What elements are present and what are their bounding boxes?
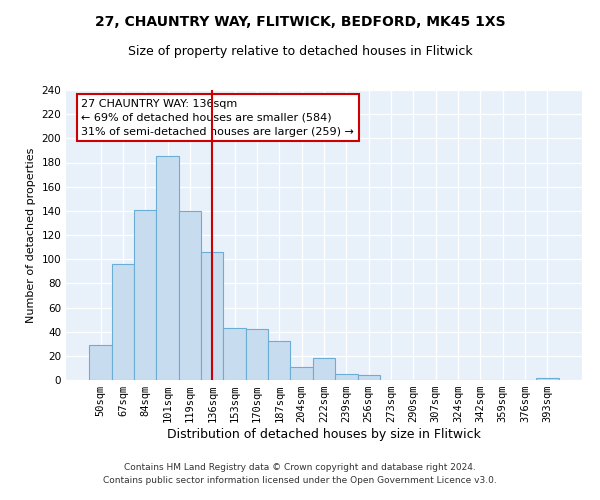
Bar xyxy=(112,264,134,380)
Bar xyxy=(290,366,313,380)
Bar xyxy=(134,210,157,380)
Bar xyxy=(335,374,358,380)
Bar xyxy=(358,375,380,380)
Bar xyxy=(536,378,559,380)
Bar xyxy=(268,342,290,380)
X-axis label: Distribution of detached houses by size in Flitwick: Distribution of detached houses by size … xyxy=(167,428,481,441)
Bar xyxy=(313,358,335,380)
Bar xyxy=(179,211,201,380)
Y-axis label: Number of detached properties: Number of detached properties xyxy=(26,148,36,322)
Bar xyxy=(223,328,246,380)
Text: Size of property relative to detached houses in Flitwick: Size of property relative to detached ho… xyxy=(128,45,472,58)
Text: 27 CHAUNTRY WAY: 136sqm
← 69% of detached houses are smaller (584)
31% of semi-d: 27 CHAUNTRY WAY: 136sqm ← 69% of detache… xyxy=(82,98,355,136)
Bar xyxy=(89,345,112,380)
Bar xyxy=(157,156,179,380)
Text: Contains HM Land Registry data © Crown copyright and database right 2024.
Contai: Contains HM Land Registry data © Crown c… xyxy=(103,464,497,485)
Bar xyxy=(246,329,268,380)
Bar xyxy=(201,252,223,380)
Text: 27, CHAUNTRY WAY, FLITWICK, BEDFORD, MK45 1XS: 27, CHAUNTRY WAY, FLITWICK, BEDFORD, MK4… xyxy=(95,15,505,29)
